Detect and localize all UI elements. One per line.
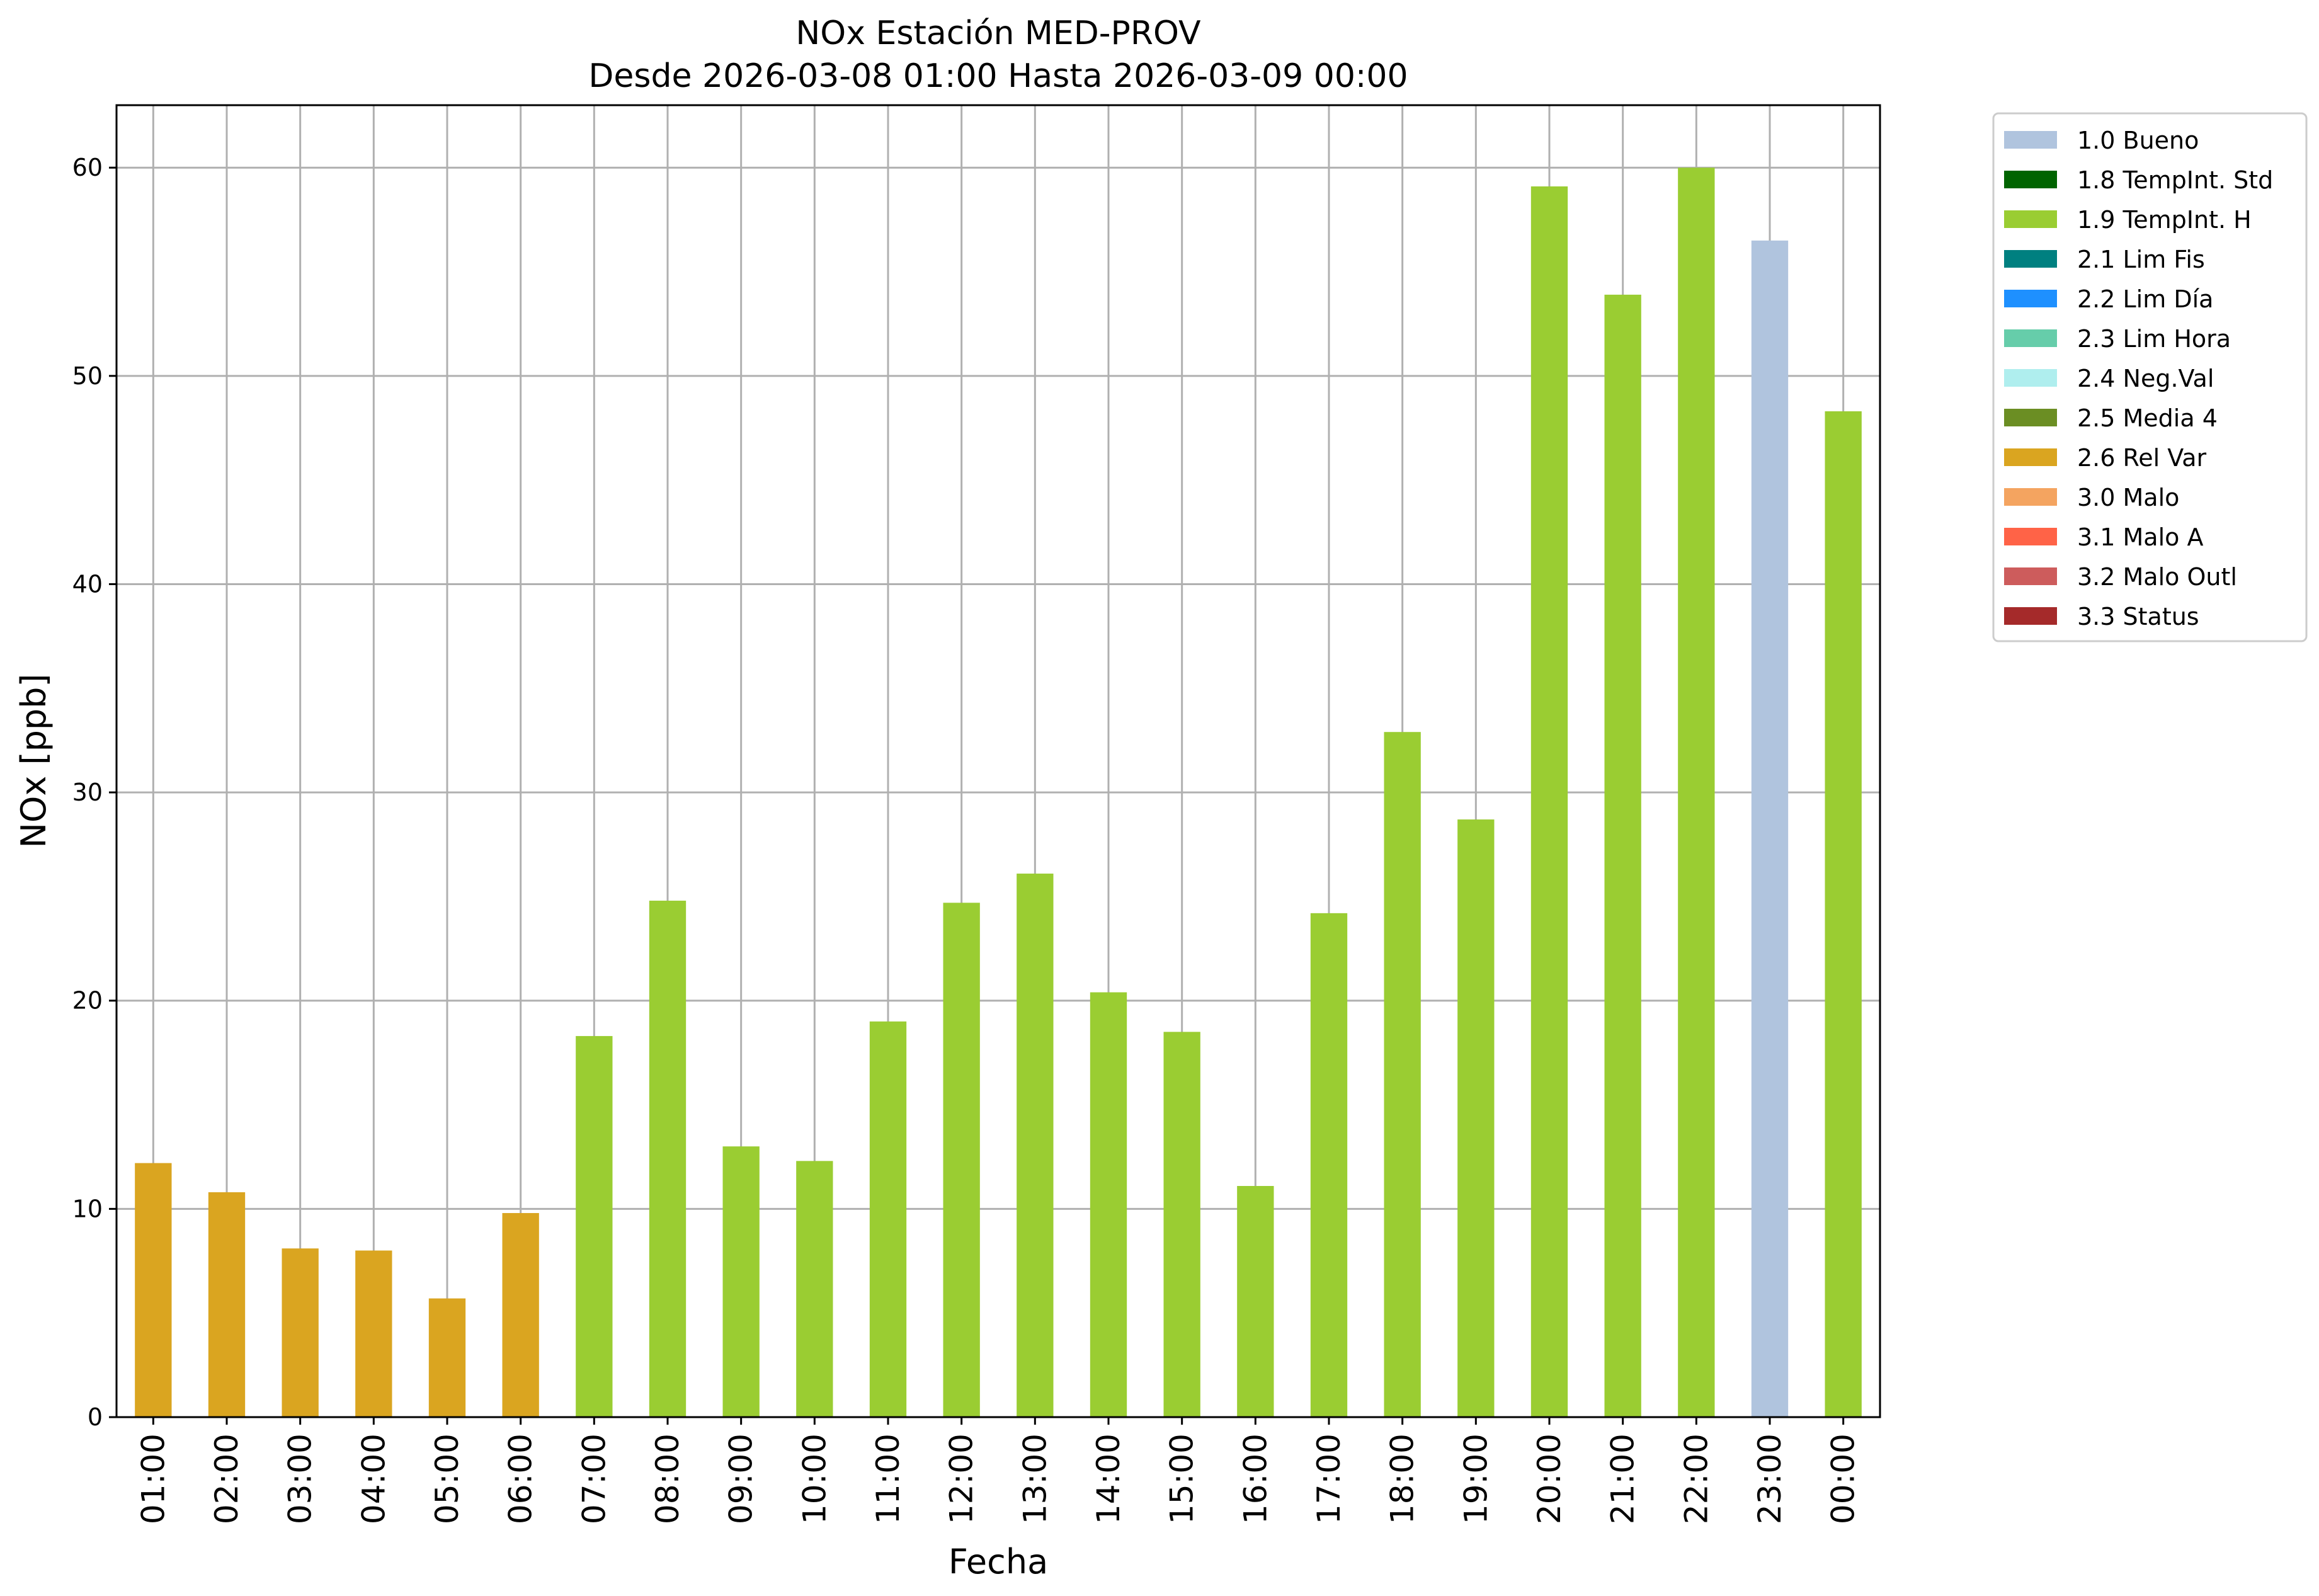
bar (1751, 240, 1789, 1417)
y-axis-ticks: 0 10 20 30 40 50 60 (72, 154, 117, 1431)
legend-entry: 2.4 Neg.Val (2077, 365, 2214, 392)
bar (1237, 1185, 1274, 1417)
legend-entry: 2.1 Lim Fis (2077, 246, 2205, 273)
x-tick-label: 13:00 (1017, 1434, 1053, 1524)
bar (943, 903, 980, 1417)
legend-entry: 1.9 TempInt. H (2077, 206, 2252, 234)
y-tick-label: 50 (72, 362, 103, 390)
x-tick-label: 19:00 (1457, 1434, 1494, 1524)
bar (1530, 186, 1568, 1417)
legend-entry: 1.8 TempInt. Std (2077, 166, 2273, 194)
x-tick-label: 22:00 (1678, 1434, 1714, 1524)
bar (208, 1192, 246, 1417)
legend-swatch (2004, 409, 2057, 426)
x-tick-label: 16:00 (1237, 1434, 1273, 1524)
bar (502, 1212, 539, 1417)
legend-swatch (2004, 290, 2057, 307)
bar (869, 1021, 907, 1417)
legend-entry: 2.3 Lim Hora (2077, 325, 2231, 353)
bar (135, 1163, 172, 1417)
bar (1825, 411, 1862, 1417)
legend-entry: 3.1 Malo A (2077, 523, 2203, 551)
bar (282, 1248, 319, 1417)
legend-entry: 2.5 Media 4 (2077, 404, 2218, 432)
legend-swatch (2004, 607, 2057, 625)
x-axis-ticks: 01:00 02:00 03:00 04:00 05:00 06:00 07:00 08:00… (135, 1417, 1862, 1524)
bar (649, 901, 687, 1417)
legend-swatch (2004, 131, 2057, 149)
legend-frame (1992, 112, 2308, 642)
x-tick-label: 06:00 (503, 1434, 539, 1524)
x-tick-label: 05:00 (429, 1434, 465, 1524)
x-tick-label: 04:00 (355, 1434, 392, 1524)
y-tick-label: 40 (72, 570, 103, 598)
bar (1163, 1032, 1200, 1417)
y-tick-label: 10 (72, 1195, 103, 1223)
legend-swatch (2004, 210, 2057, 228)
x-tick-label: 20:00 (1531, 1434, 1568, 1524)
bar (355, 1250, 392, 1417)
bar (1384, 732, 1421, 1417)
legend-entry: 3.0 Malo (2077, 484, 2179, 511)
bar (576, 1035, 613, 1417)
y-tick-label: 0 (88, 1403, 103, 1431)
y-tick-label: 60 (72, 154, 103, 181)
legend-entry: 3.3 Status (2077, 603, 2199, 630)
x-tick-label: 03:00 (282, 1434, 319, 1524)
x-tick-label: 02:00 (208, 1434, 245, 1524)
legend-swatch (2004, 171, 2057, 188)
bars (135, 168, 1862, 1418)
x-tick-label: 09:00 (723, 1434, 760, 1524)
legend-swatch (2004, 488, 2057, 506)
bar (1310, 913, 1348, 1417)
x-tick-label: 00:00 (1825, 1434, 1862, 1524)
legend-swatch (2004, 567, 2057, 585)
y-tick-label: 20 (72, 987, 103, 1015)
bar (1457, 819, 1495, 1417)
bar (1678, 168, 1715, 1418)
x-tick-label: 08:00 (649, 1434, 686, 1524)
legend-swatch (2004, 329, 2057, 347)
bar (796, 1161, 833, 1417)
x-tick-label: 15:00 (1164, 1434, 1200, 1524)
bar (1017, 874, 1054, 1417)
chart-title: NOx Estación MED-PROV (795, 14, 1201, 52)
x-tick-label: 17:00 (1311, 1434, 1347, 1524)
y-tick-label: 30 (72, 778, 103, 806)
x-tick-label: 14:00 (1090, 1434, 1127, 1524)
chart-subtitle: Desde 2026-03-08 01:00 Hasta 2026-03-09 … (588, 57, 1408, 95)
legend-entry: 3.2 Malo Outl (2077, 563, 2237, 591)
y-axis-label: NOx [ppb] (14, 674, 54, 848)
x-tick-label: 10:00 (796, 1434, 833, 1524)
x-tick-label: 01:00 (135, 1434, 171, 1524)
legend-entry: 2.2 Lim Día (2077, 285, 2213, 313)
plot-area-frame (115, 104, 1881, 1418)
x-tick-label: 21:00 (1605, 1434, 1641, 1524)
x-tick-label: 07:00 (576, 1434, 612, 1524)
legend-entry: 1.0 Bueno (2077, 127, 2199, 154)
legend-swatch (2004, 448, 2057, 466)
x-tick-label: 18:00 (1384, 1434, 1421, 1524)
x-tick-label: 12:00 (943, 1434, 980, 1524)
x-axis-label: Fecha (949, 1542, 1048, 1582)
legend: 1.0 Bueno 1.8 TempInt. Std 1.9 TempInt. H 2… (1992, 112, 2308, 642)
legend-swatch (2004, 528, 2057, 545)
bar (428, 1298, 466, 1417)
x-tick-label: 11:00 (870, 1434, 906, 1524)
x-tick-label: 23:00 (1752, 1434, 1788, 1524)
legend-entry: 2.6 Rel Var (2077, 444, 2207, 472)
bar (1604, 294, 1641, 1417)
bar (722, 1146, 760, 1417)
legend-swatch (2004, 250, 2057, 268)
legend-swatch (2004, 369, 2057, 387)
bar (1090, 992, 1127, 1417)
